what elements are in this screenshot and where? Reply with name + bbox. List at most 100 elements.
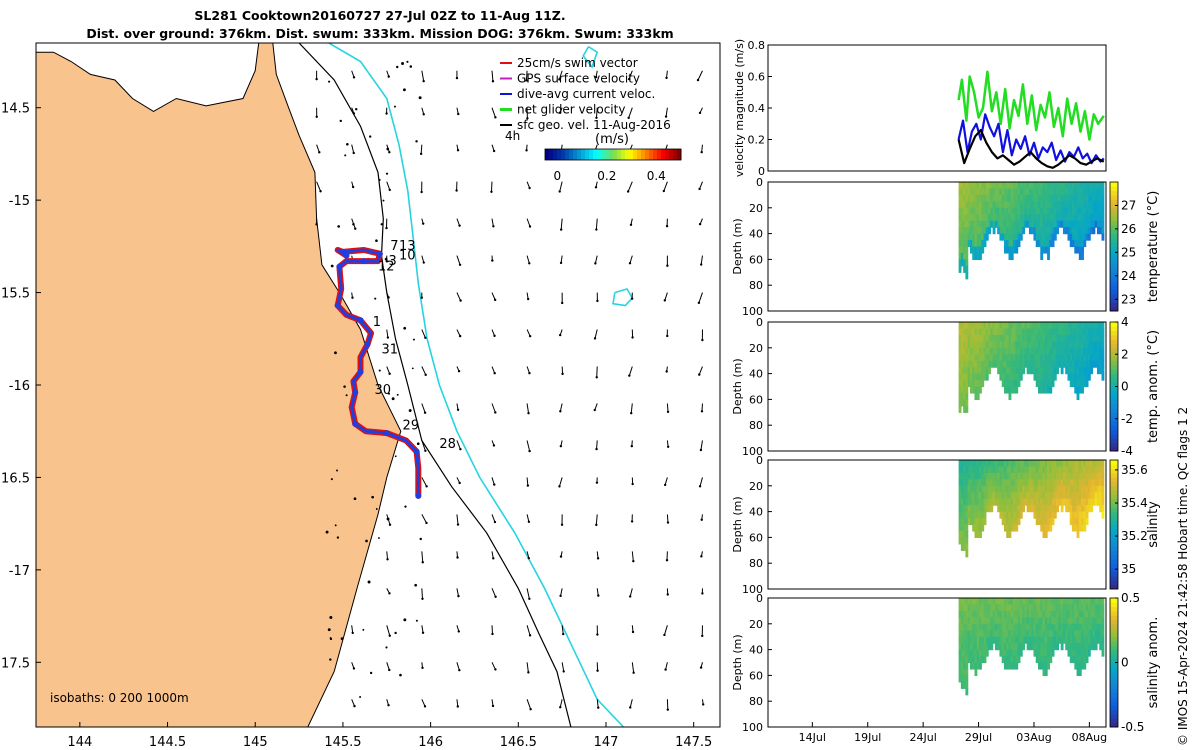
- heatmap-cell: [1042, 322, 1046, 330]
- heatmap-cell: [976, 466, 980, 474]
- panel-colorbar-segment: [1110, 220, 1118, 226]
- heatmap-cell: [1078, 347, 1082, 355]
- current-vector: [456, 662, 460, 671]
- current-vector-head: [701, 592, 704, 595]
- heatmap-cell: [979, 466, 982, 474]
- heatmap-cell: [1013, 354, 1016, 362]
- heatmap-cell: [988, 472, 991, 480]
- heatmap-cell: [976, 334, 980, 342]
- heatmap-cell: [1006, 341, 1010, 349]
- heatmap-cell: [985, 207, 989, 215]
- heatmap-cell: [965, 360, 969, 368]
- heatmap-cell: [1013, 636, 1016, 644]
- panel-colorbar-segment: [1110, 339, 1118, 344]
- map-xtick-label: 146: [418, 735, 443, 750]
- heatmap-cell: [1101, 511, 1105, 519]
- heatmap-ytick-label: 40: [749, 506, 763, 519]
- heatmap-cell: [990, 604, 994, 612]
- panel-colorbar-segment: [1110, 326, 1118, 332]
- heatmap-cell: [981, 227, 985, 235]
- heatmap-cell: [1074, 649, 1078, 657]
- heatmap-cell: [1026, 334, 1030, 342]
- heatmap-cell: [1042, 610, 1046, 618]
- heatmap-cell: [1076, 347, 1080, 355]
- heatmap-cell: [997, 643, 1001, 651]
- heatmap-cell: [1069, 466, 1073, 474]
- heatmap-cell: [1092, 610, 1096, 618]
- heatmap-cell: [960, 630, 964, 638]
- heatmap-cell: [1051, 214, 1055, 222]
- heatmap-cell: [1015, 367, 1019, 375]
- current-vector: [561, 662, 565, 672]
- heatmap-cell: [1076, 617, 1080, 625]
- heatmap-cell: [992, 207, 996, 215]
- heatmap-cell: [983, 227, 987, 235]
- heatmap-cell: [1074, 623, 1078, 631]
- heatmap-cell: [1065, 617, 1069, 625]
- current-vector: [386, 329, 389, 338]
- heatmap-cell: [1010, 492, 1014, 500]
- heatmap-cell: [1078, 207, 1082, 215]
- heatmap-cell: [965, 322, 969, 330]
- heatmap-cell: [1042, 485, 1046, 493]
- heatmap-cell: [976, 511, 980, 519]
- velocity-ytick-label: 0.6: [748, 71, 766, 84]
- heatmap-cell: [983, 518, 987, 526]
- heatmap-cell: [1010, 246, 1014, 254]
- heatmap-cell: [1101, 201, 1105, 209]
- heatmap-cell: [1047, 201, 1050, 209]
- heatmap-cell: [976, 524, 980, 532]
- heatmap-cell: [1062, 347, 1066, 355]
- current-vector: [526, 218, 531, 227]
- current-vector: [491, 403, 496, 413]
- current-vector: [699, 181, 703, 190]
- heatmap-cell: [1035, 656, 1039, 664]
- heatmap-cell: [1078, 240, 1082, 248]
- map-reef-dot: [415, 619, 418, 622]
- heatmap-cell: [1101, 322, 1105, 330]
- current-vector: [596, 366, 598, 378]
- heatmap-cell: [976, 214, 980, 222]
- heatmap-cell: [1051, 511, 1055, 519]
- heatmap-cell: [1081, 492, 1084, 500]
- heatmap-cell: [1028, 347, 1032, 355]
- heatmap-cell: [1056, 188, 1060, 196]
- heatmap-cell: [967, 498, 971, 506]
- heatmap-cell: [1058, 623, 1062, 631]
- heatmap-cell: [1008, 207, 1012, 215]
- current-vector-head: [388, 523, 392, 526]
- heatmap-cell: [960, 537, 964, 545]
- heatmap-cell: [1026, 643, 1030, 651]
- heatmap-cell: [1058, 636, 1062, 644]
- current-vector-head: [385, 260, 389, 263]
- current-vector-head: [700, 555, 703, 558]
- heatmap-cell: [1001, 322, 1005, 330]
- current-vector-head: [388, 634, 391, 637]
- heatmap-cell: [1072, 347, 1075, 355]
- heatmap-cell: [1096, 485, 1100, 493]
- heatmap-cell: [1028, 322, 1032, 330]
- heatmap-cell: [1092, 479, 1096, 487]
- heatmap-cell: [979, 252, 982, 260]
- heatmap-cell: [983, 472, 987, 480]
- heatmap-cell: [1013, 182, 1016, 190]
- heatmap-cell: [985, 201, 989, 209]
- map-reef-dot: [369, 135, 372, 138]
- heatmap-cell: [1072, 643, 1075, 651]
- heatmap-cell: [1101, 194, 1105, 202]
- heatmap-cell: [1042, 373, 1046, 381]
- heatmap-cell: [1013, 220, 1016, 228]
- heatmap-cell: [1072, 460, 1075, 468]
- colorbar-segment: [585, 149, 590, 160]
- heatmap-cell: [1067, 466, 1071, 474]
- heatmap-cell: [1001, 207, 1005, 215]
- heatmap-cell: [1074, 380, 1078, 388]
- heatmap-cell: [1087, 649, 1091, 657]
- heatmap-cell: [999, 466, 1003, 474]
- heatmap-cell: [1010, 518, 1014, 526]
- heatmap-cell: [1056, 367, 1060, 375]
- heatmap-cell: [979, 505, 982, 513]
- heatmap-cell: [1044, 518, 1048, 526]
- heatmap-cell: [1076, 380, 1080, 388]
- heatmap-cell: [1092, 334, 1096, 342]
